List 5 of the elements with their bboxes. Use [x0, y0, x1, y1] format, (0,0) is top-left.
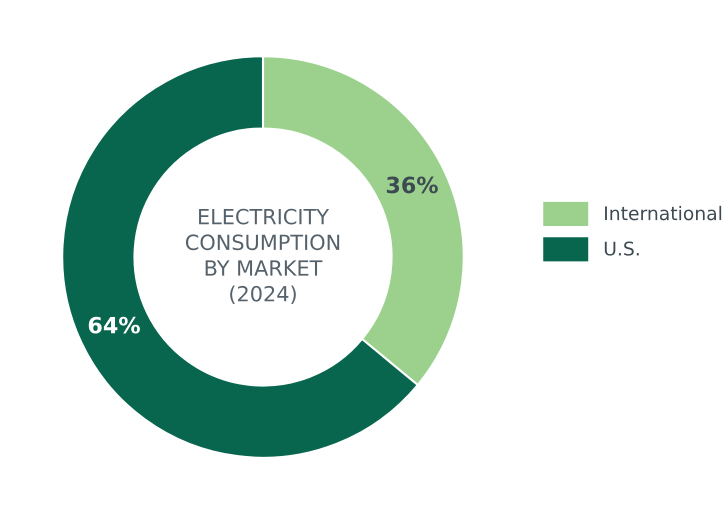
data-label: 36% — [386, 176, 438, 194]
legend-label: U.S. — [604, 241, 639, 256]
legend-label: International — [605, 206, 722, 220]
text: ELECTRICITY CONSUMPTION BY MARKET (2024) — [186, 208, 340, 304]
data-label: 64% — [88, 316, 140, 334]
